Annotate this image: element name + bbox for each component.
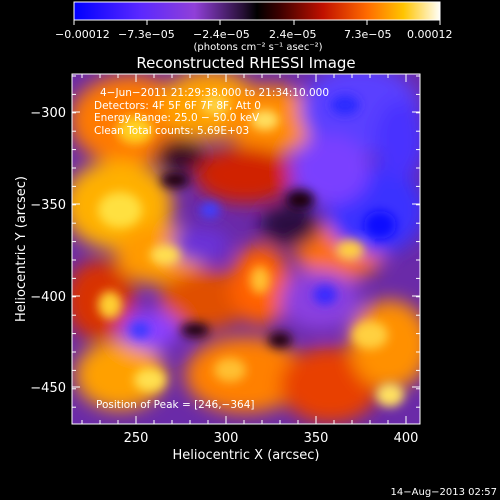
image-blob-core xyxy=(98,192,142,228)
x-tick-400: 400 xyxy=(394,431,419,446)
colorbar: −0.00012 −7.3e−05 −2.4e−05 2.4e−05 7.3e−… xyxy=(55,1,453,53)
x-tick-350: 350 xyxy=(304,431,329,446)
info-block: 4−Jun−2011 21:29:38.000 to 21:34:10.000 … xyxy=(94,87,329,411)
image-blob-core xyxy=(313,285,337,305)
image-blob-core xyxy=(268,332,292,348)
plot-frame xyxy=(71,73,421,425)
colorbar-units: (photons cm⁻² s⁻¹ asec⁻²) xyxy=(193,42,322,53)
image-blob-core xyxy=(251,110,279,130)
x-tick-250: 250 xyxy=(124,431,149,446)
plot-axes: 250 300 350 400 −300 −350 −400 −450 Heli… xyxy=(14,73,421,463)
image-blob-core xyxy=(117,116,153,144)
image-blob xyxy=(155,137,205,173)
colorbar-tick-3: 2.4e−05 xyxy=(269,28,316,41)
image-blob-core xyxy=(201,95,229,115)
image-blob xyxy=(160,270,250,330)
info-detectors: Detectors: 4F 5F 6F 7F 8F, Att 0 xyxy=(94,100,261,112)
colorbar-tick-4: 7.3e−05 xyxy=(344,28,391,41)
y-tick-neg450: −450 xyxy=(30,381,66,396)
info-time-range: 4−Jun−2011 21:29:38.000 to 21:34:10.000 xyxy=(100,87,329,99)
colorbar-tick-1: −7.3e−05 xyxy=(118,28,175,41)
image-blob-core xyxy=(364,211,396,239)
x-tick-300: 300 xyxy=(214,431,239,446)
footer-date: 14−Aug−2013 02:57 xyxy=(391,487,497,498)
colorbar-tick-2: −2.4e−05 xyxy=(193,28,250,41)
peak-position: Position of Peak = [246,−364] xyxy=(96,399,255,411)
y-tick-neg350: −350 xyxy=(30,198,66,213)
image-blob-core xyxy=(352,321,388,349)
y-tick-neg400: −400 xyxy=(30,290,66,305)
image-blob-core xyxy=(336,240,364,260)
image-blob-core xyxy=(161,172,189,188)
y-tick-neg300: −300 xyxy=(30,106,66,121)
x-axis-label: Heliocentric X (arcsec) xyxy=(173,448,320,463)
axis-ticks xyxy=(72,74,420,424)
image-blob xyxy=(195,147,295,203)
image-blob-core xyxy=(134,368,166,392)
image-blob-core xyxy=(150,245,180,265)
image-blob-core xyxy=(98,291,122,319)
colorbar-tick-0: −0.00012 xyxy=(55,28,110,41)
image-blob xyxy=(375,100,420,180)
image-blob-core xyxy=(130,322,150,338)
image-blob-core xyxy=(181,323,209,337)
image-blob-core xyxy=(200,202,220,218)
colorbar-tick-5: 0.00012 xyxy=(407,28,453,41)
rhessi-image xyxy=(72,74,420,424)
plot-title: Reconstructed RHESSI Image xyxy=(136,54,355,72)
y-axis-label: Heliocentric Y (arcsec) xyxy=(14,176,29,322)
colorbar-ticks xyxy=(73,20,441,25)
image-blob-core xyxy=(286,190,314,210)
image-blob xyxy=(185,337,305,413)
image-blob-core xyxy=(250,266,270,294)
image-blob-core xyxy=(331,95,359,115)
image-blob xyxy=(170,227,230,263)
colorbar-gradient xyxy=(73,1,441,21)
image-blob-core xyxy=(214,358,246,382)
info-energy-range: Energy Range: 25.0 − 50.0 keV xyxy=(94,112,260,124)
image-blob xyxy=(260,203,320,247)
image-blob xyxy=(290,135,370,205)
image-blob-core xyxy=(376,383,404,407)
info-clean-counts: Clean Total counts: 5.69E+03 xyxy=(94,125,249,137)
image-blob xyxy=(75,340,165,410)
